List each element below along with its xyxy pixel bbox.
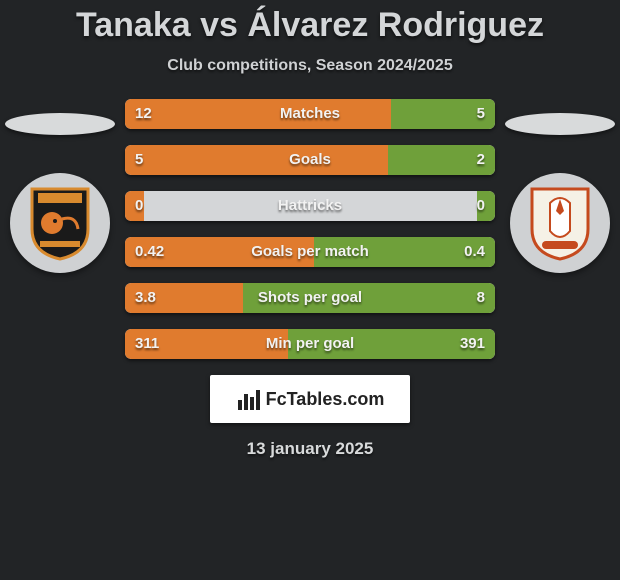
source-logo-text: FcTables.com: [266, 389, 385, 410]
stat-label: Min per goal: [266, 329, 354, 359]
stat-label: Goals: [289, 145, 331, 175]
stat-label: Hattricks: [278, 191, 342, 221]
stat-row: 311 391 Min per goal: [125, 329, 495, 359]
stat-label: Goals per match: [251, 237, 369, 267]
stat-label: Shots per goal: [258, 283, 362, 313]
stat-value-left: 3.8: [135, 283, 156, 313]
stat-row: 0 0 Hattricks: [125, 191, 495, 221]
right-club-badge: [510, 173, 610, 273]
stat-value-left: 12: [135, 99, 152, 129]
stat-row: 3.8 8 Shots per goal: [125, 283, 495, 313]
page-title: Tanaka vs Álvarez Rodriguez: [0, 0, 620, 45]
left-player-column: [0, 99, 120, 273]
stat-row: 12 5 Matches: [125, 99, 495, 129]
stat-row: 5 2 Goals: [125, 145, 495, 175]
player-shadow-left: [5, 113, 115, 135]
fctables-icon: [236, 386, 262, 412]
stat-value-left: 0.42: [135, 237, 164, 267]
source-logo: FcTables.com: [210, 375, 410, 423]
right-player-column: [500, 99, 620, 273]
stat-value-right: 2: [477, 145, 485, 175]
stat-value-left: 0: [135, 191, 143, 221]
stat-row: 0.42 0.4 Goals per match: [125, 237, 495, 267]
stat-value-right: 0: [477, 191, 485, 221]
stat-value-right: 391: [460, 329, 485, 359]
left-crest-icon: [28, 185, 92, 261]
stat-label: Matches: [280, 99, 340, 129]
stat-bar-left: [125, 145, 388, 175]
stat-value-left: 5: [135, 145, 143, 175]
stat-value-left: 311: [135, 329, 159, 359]
snapshot-date: 13 january 2025: [0, 439, 620, 459]
comparison-panel: 12 5 Matches 5 2 Goals 0 0 Hattricks 0.42 0.4 Goals…: [0, 99, 620, 359]
stat-value-right: 0.4: [464, 237, 485, 267]
stat-bar-left: [125, 99, 391, 129]
right-crest-icon: [528, 185, 592, 261]
player-shadow-right: [505, 113, 615, 135]
stat-value-right: 8: [477, 283, 485, 313]
stat-value-right: 5: [477, 99, 485, 129]
page-subtitle: Club competitions, Season 2024/2025: [0, 57, 620, 75]
stat-bars: 12 5 Matches 5 2 Goals 0 0 Hattricks 0.42 0.4 Goals…: [125, 99, 495, 359]
left-club-badge: [10, 173, 110, 273]
